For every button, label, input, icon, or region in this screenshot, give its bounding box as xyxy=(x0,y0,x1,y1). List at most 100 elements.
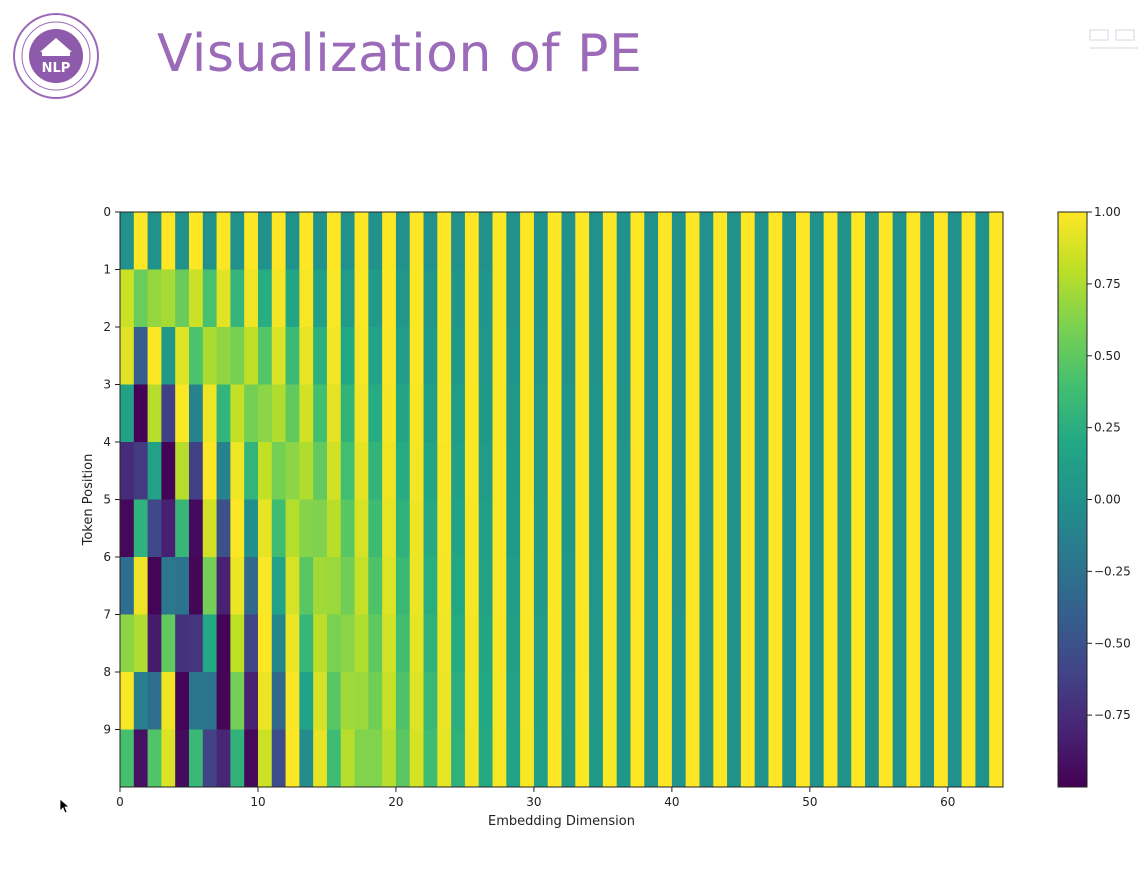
y-tick-label: 3 xyxy=(103,378,111,392)
heatmap-cell xyxy=(478,327,493,385)
heatmap-cell xyxy=(395,269,411,328)
heatmap-cell xyxy=(602,327,618,385)
heatmap-cell xyxy=(299,442,314,500)
heatmap-cell xyxy=(658,557,673,615)
heatmap-cell xyxy=(644,269,659,328)
heatmap-cell xyxy=(340,327,355,385)
heatmap-cell xyxy=(727,557,742,615)
heatmap-cell xyxy=(299,672,314,730)
heatmap-cell xyxy=(575,327,590,385)
x-axis-ticks: 0 10 20 30 40 50 60 xyxy=(116,787,955,809)
heatmap-cell xyxy=(796,614,811,673)
heatmap-cell xyxy=(961,327,976,385)
heatmap-cell xyxy=(382,269,397,328)
heatmap-cell xyxy=(533,614,549,673)
colorbar-ticks: 1.00 0.75 0.50 0.25 0.00 −0.25 −0.50 −0.75 xyxy=(1087,205,1131,722)
heatmap-cell xyxy=(671,442,687,500)
heatmap-cell xyxy=(589,327,604,385)
colorbar-tick-label: 0.25 xyxy=(1094,421,1121,435)
heatmap-cell xyxy=(423,729,438,788)
heatmap-cell xyxy=(437,729,452,788)
heatmap-cell xyxy=(589,557,604,615)
heatmap-cell xyxy=(727,327,742,385)
heatmap-cell xyxy=(809,212,825,270)
heatmap-cell xyxy=(147,269,162,328)
heatmap-cell xyxy=(630,269,645,328)
heatmap-cell xyxy=(616,442,631,500)
heatmap-cell xyxy=(782,557,797,615)
heatmap-cell xyxy=(313,614,328,673)
heatmap-cell xyxy=(602,442,618,500)
heatmap-cell xyxy=(175,499,190,558)
heatmap-cell xyxy=(285,327,300,385)
x-tick-label: 20 xyxy=(388,795,403,809)
heatmap-cell xyxy=(299,729,314,788)
heatmap-cell xyxy=(906,672,921,730)
heatmap-cell xyxy=(506,672,521,730)
heatmap-cell xyxy=(368,327,383,385)
heatmap-cell xyxy=(299,557,314,615)
heatmap-cell xyxy=(437,327,452,385)
heatmap-cell xyxy=(851,672,866,730)
heatmap-cell xyxy=(395,614,411,673)
heatmap-cell xyxy=(575,557,590,615)
heatmap-cell xyxy=(837,729,852,788)
heatmap-cell xyxy=(865,499,880,558)
heatmap-cell xyxy=(975,384,990,443)
heatmap-cell xyxy=(216,557,231,615)
heatmap-cell xyxy=(878,384,894,443)
heatmap-cell xyxy=(699,499,714,558)
heatmap-cell xyxy=(768,557,783,615)
heatmap-cell xyxy=(244,557,259,615)
heatmap-cell xyxy=(202,672,217,730)
heatmap-cell xyxy=(506,442,521,500)
heatmap-cell xyxy=(464,269,480,328)
heatmap-cell xyxy=(437,672,452,730)
heatmap-cell xyxy=(934,269,949,328)
heatmap-cell xyxy=(782,384,797,443)
heatmap-cell xyxy=(713,729,728,788)
heatmap-cell xyxy=(451,327,466,385)
heatmap-cell xyxy=(947,384,963,443)
heatmap-cell xyxy=(230,327,245,385)
heatmap-cell xyxy=(892,499,907,558)
heatmap-cell xyxy=(147,384,162,443)
heatmap-cell xyxy=(906,557,921,615)
heatmap-cell xyxy=(975,442,990,500)
heatmap-cell xyxy=(161,327,176,385)
heatmap-cell xyxy=(216,499,231,558)
heatmap-cell xyxy=(244,672,259,730)
heatmap-cell xyxy=(934,729,949,788)
heatmap-cell xyxy=(147,614,162,673)
heatmap-cell xyxy=(257,729,273,788)
heatmap-cell xyxy=(740,327,756,385)
heatmap-cell xyxy=(230,672,245,730)
heatmap-cell xyxy=(837,384,852,443)
heatmap-cell xyxy=(437,557,452,615)
heatmap-cell xyxy=(561,384,576,443)
heatmap-cell xyxy=(713,269,728,328)
heatmap-cell xyxy=(492,557,507,615)
heatmap-cell xyxy=(796,729,811,788)
heatmap-cell xyxy=(271,672,286,730)
heatmap-cell xyxy=(961,499,976,558)
heatmap-cell xyxy=(147,557,162,615)
heatmap-cell xyxy=(533,384,549,443)
heatmap-cell xyxy=(299,269,314,328)
heatmap-cell xyxy=(313,212,328,270)
heatmap-cell xyxy=(754,557,769,615)
heatmap-cell xyxy=(382,212,397,270)
heatmap-cell xyxy=(478,212,493,270)
x-tick-label: 50 xyxy=(802,795,817,809)
heatmap-cell xyxy=(492,269,507,328)
heatmap-cell xyxy=(906,327,921,385)
heatmap-cell xyxy=(823,499,838,558)
heatmap-cell xyxy=(837,614,852,673)
y-tick-label: 0 xyxy=(103,205,111,219)
heatmap-cell xyxy=(589,614,604,673)
heatmap-cell xyxy=(602,269,618,328)
heatmap-cell xyxy=(906,442,921,500)
heatmap-cell xyxy=(809,557,825,615)
heatmap-cell xyxy=(975,614,990,673)
heatmap-cell xyxy=(754,212,769,270)
